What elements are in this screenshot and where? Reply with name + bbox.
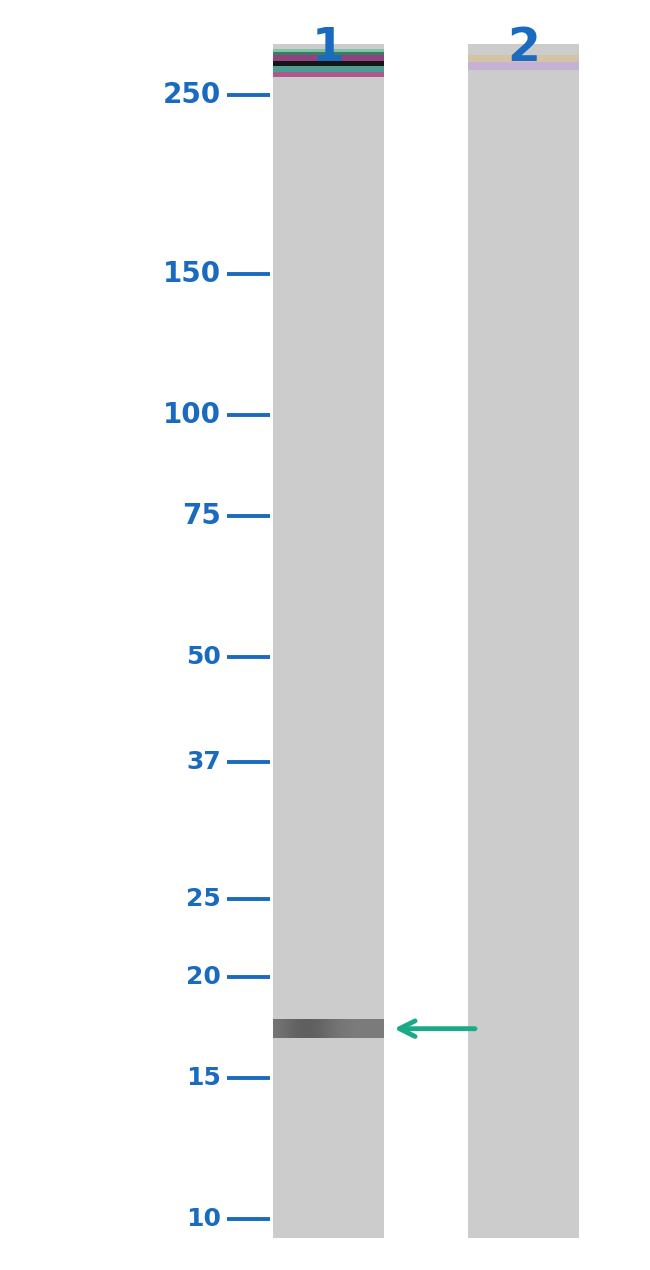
- Bar: [273, 71, 384, 77]
- Bar: [273, 50, 384, 55]
- Text: 250: 250: [162, 81, 221, 109]
- Text: 25: 25: [187, 888, 221, 912]
- Text: 50: 50: [186, 645, 221, 669]
- Text: 37: 37: [187, 751, 221, 775]
- Bar: [468, 44, 578, 1238]
- Text: 100: 100: [163, 401, 221, 429]
- Bar: [468, 55, 578, 62]
- Bar: [273, 55, 384, 61]
- Text: 10: 10: [186, 1208, 221, 1231]
- Bar: [273, 66, 384, 71]
- Bar: [273, 61, 384, 66]
- Text: 1: 1: [312, 25, 344, 71]
- Text: 15: 15: [186, 1066, 221, 1090]
- Bar: [273, 44, 384, 1238]
- Bar: [468, 62, 578, 70]
- Text: 75: 75: [182, 502, 221, 530]
- Bar: [273, 52, 384, 77]
- Text: 20: 20: [186, 965, 221, 989]
- Text: 2: 2: [507, 25, 540, 71]
- Text: 150: 150: [163, 259, 221, 287]
